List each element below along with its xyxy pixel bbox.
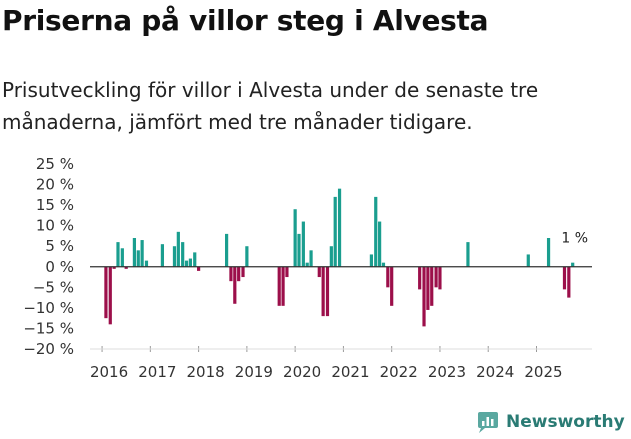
bar-positive xyxy=(466,242,470,267)
bar-negative xyxy=(233,266,237,304)
bar-positive xyxy=(176,231,180,267)
bar-negative xyxy=(434,266,438,288)
y-tick-label: 25 % xyxy=(36,155,74,173)
bar-positive xyxy=(293,209,297,267)
brand-logo: Newsworthy xyxy=(476,410,625,434)
x-tick-label: 2022 xyxy=(380,363,418,381)
bar-negative xyxy=(237,266,241,282)
bar-positive xyxy=(571,262,575,267)
x-tick-label: 2023 xyxy=(428,363,466,381)
newsworthy-logo-icon xyxy=(478,412,498,433)
bar-negative xyxy=(112,266,116,269)
bar-positive xyxy=(188,258,192,267)
bar-positive xyxy=(172,246,177,267)
annotation-label: 1 % xyxy=(561,231,588,247)
bar-negative xyxy=(390,266,394,306)
bar-positive xyxy=(136,250,140,267)
bar-positive xyxy=(301,221,305,267)
bar-positive xyxy=(309,250,313,267)
x-tick-label: 2020 xyxy=(283,363,321,381)
bar-negative xyxy=(124,266,128,269)
bar-positive xyxy=(225,233,229,267)
bar-positive xyxy=(546,238,551,267)
bar-positive xyxy=(116,242,120,267)
bar-negative xyxy=(562,266,567,290)
bar-positive xyxy=(132,238,137,267)
x-tick-label: 2024 xyxy=(476,363,514,381)
y-tick-label: 10 % xyxy=(36,217,74,235)
bar-negative xyxy=(430,266,434,306)
bar-negative xyxy=(317,266,321,278)
bar-positive xyxy=(181,242,185,267)
x-tick-label: 2016 xyxy=(90,363,128,381)
bar-positive xyxy=(305,262,309,267)
x-tick-label: 2025 xyxy=(524,363,562,381)
bar-positive xyxy=(381,262,386,267)
bar-negative xyxy=(197,266,201,271)
bar-positive xyxy=(120,248,124,267)
bar-positive xyxy=(333,196,337,267)
bar-positive xyxy=(378,221,382,267)
y-tick-label: 15 % xyxy=(36,196,74,214)
bar-negative xyxy=(438,266,442,290)
bar-positive xyxy=(144,260,149,267)
bar-negative xyxy=(426,266,430,310)
y-tick-label: −5 % xyxy=(33,278,74,296)
bar-positive xyxy=(297,233,301,267)
bar-negative xyxy=(321,266,325,317)
bar-positive xyxy=(329,246,333,267)
x-tick-label: 2018 xyxy=(187,363,225,381)
x-tick-label: 2017 xyxy=(138,363,176,381)
x-tick-label: 2019 xyxy=(235,363,273,381)
bar-positive xyxy=(526,254,530,267)
chart-subtitle: Prisutveckling för villor i Alvesta unde… xyxy=(2,78,539,134)
bar-negative xyxy=(229,266,233,282)
bar-negative xyxy=(567,266,571,298)
bar-positive xyxy=(184,260,189,267)
bar-negative xyxy=(104,266,108,319)
brand-name: Newsworthy xyxy=(506,412,625,432)
bar-positive xyxy=(369,254,374,267)
y-tick-label: 0 % xyxy=(45,258,74,276)
y-tick-label: −10 % xyxy=(23,299,74,317)
bar-negative xyxy=(281,266,285,306)
bar-positive xyxy=(245,246,249,267)
bar-positive xyxy=(193,252,197,267)
bar-positive xyxy=(374,196,378,267)
bar-negative xyxy=(241,266,245,278)
bar-negative xyxy=(108,266,112,325)
bar-positive xyxy=(160,244,165,267)
bar-negative xyxy=(277,266,281,306)
bar-negative xyxy=(325,266,330,317)
bar-positive xyxy=(140,240,144,267)
y-tick-label: 5 % xyxy=(45,237,74,255)
bar-negative xyxy=(386,266,390,288)
bar-negative xyxy=(422,266,426,327)
y-tick-label: 20 % xyxy=(36,176,74,194)
bar-negative xyxy=(285,266,289,278)
bar-positive xyxy=(337,188,342,267)
chart-title: Priserna på villor steg i Alvesta xyxy=(2,4,489,37)
bar-negative xyxy=(418,266,422,290)
y-tick-label: −15 % xyxy=(23,319,74,337)
y-tick-label: −20 % xyxy=(23,340,74,358)
x-tick-label: 2021 xyxy=(331,363,369,381)
